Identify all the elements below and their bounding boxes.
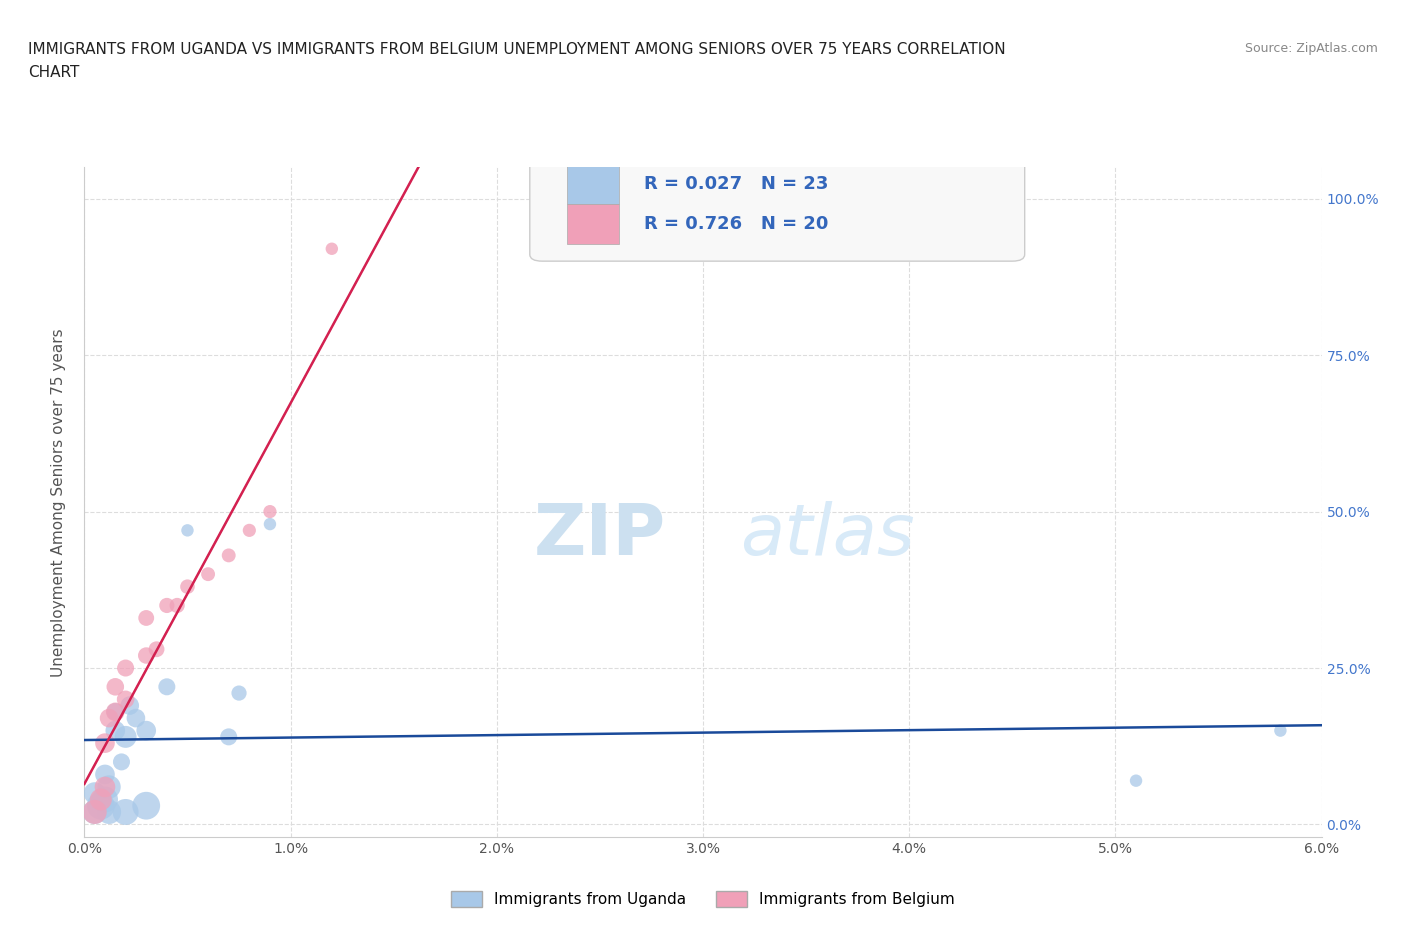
Text: ZIP: ZIP — [534, 501, 666, 570]
Point — [114, 692, 136, 707]
Point — [228, 685, 250, 700]
Point — [104, 704, 127, 719]
Point — [156, 680, 179, 695]
Text: R = 0.726   N = 20: R = 0.726 N = 20 — [644, 216, 828, 233]
Point — [125, 711, 148, 725]
FancyBboxPatch shape — [530, 151, 1025, 261]
Point — [259, 517, 281, 532]
Text: atlas: atlas — [740, 501, 915, 570]
Point — [135, 724, 157, 738]
Point — [197, 566, 219, 581]
Point — [135, 798, 157, 813]
Point — [145, 642, 167, 657]
Point — [238, 523, 260, 538]
Point — [321, 241, 343, 256]
Point — [94, 736, 117, 751]
Point — [166, 598, 188, 613]
Point — [1125, 773, 1147, 788]
Point — [110, 754, 132, 769]
Point — [94, 792, 117, 807]
Point — [104, 724, 127, 738]
Point — [94, 779, 117, 794]
Point — [135, 610, 157, 625]
Point — [83, 786, 105, 801]
Point — [98, 711, 121, 725]
Text: IMMIGRANTS FROM UGANDA VS IMMIGRANTS FROM BELGIUM UNEMPLOYMENT AMONG SENIORS OVE: IMMIGRANTS FROM UGANDA VS IMMIGRANTS FRO… — [28, 42, 1005, 57]
Point — [114, 804, 136, 819]
Point — [1270, 724, 1292, 738]
Point — [176, 523, 198, 538]
Point — [83, 804, 105, 819]
Point — [98, 804, 121, 819]
Point — [114, 729, 136, 744]
Point — [104, 704, 127, 719]
Text: R = 0.027   N = 23: R = 0.027 N = 23 — [644, 175, 828, 193]
Text: Source: ZipAtlas.com: Source: ZipAtlas.com — [1244, 42, 1378, 55]
Point — [118, 698, 141, 713]
Point — [104, 680, 127, 695]
Point — [156, 598, 179, 613]
Point — [218, 548, 240, 563]
Point — [98, 779, 121, 794]
Point — [94, 767, 117, 782]
FancyBboxPatch shape — [567, 164, 619, 205]
Legend: Immigrants from Uganda, Immigrants from Belgium: Immigrants from Uganda, Immigrants from … — [444, 884, 962, 913]
Text: CHART: CHART — [28, 65, 80, 80]
Y-axis label: Unemployment Among Seniors over 75 years: Unemployment Among Seniors over 75 years — [51, 328, 66, 676]
Point — [218, 729, 240, 744]
Point — [259, 504, 281, 519]
Point — [83, 804, 105, 819]
Point — [90, 792, 112, 807]
Point — [135, 648, 157, 663]
Point — [114, 660, 136, 675]
Point — [176, 579, 198, 594]
FancyBboxPatch shape — [567, 205, 619, 245]
Point — [90, 798, 112, 813]
